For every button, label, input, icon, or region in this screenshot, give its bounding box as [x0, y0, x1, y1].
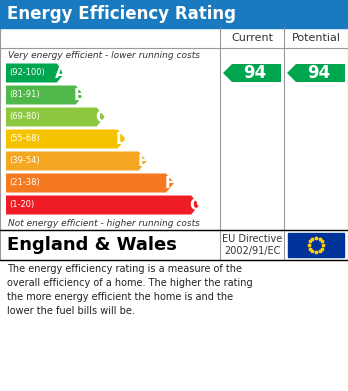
Text: (1-20): (1-20): [9, 201, 34, 210]
Text: (81-91): (81-91): [9, 90, 40, 99]
Text: England & Wales: England & Wales: [7, 236, 177, 254]
Text: (21-38): (21-38): [9, 179, 40, 188]
Text: D: D: [116, 131, 128, 147]
Text: Energy Efficiency Rating: Energy Efficiency Rating: [7, 5, 236, 23]
Polygon shape: [6, 174, 174, 192]
Text: B: B: [74, 88, 86, 102]
Text: E: E: [137, 154, 148, 169]
Text: Current: Current: [231, 33, 273, 43]
Polygon shape: [287, 64, 345, 82]
Bar: [0, 0, 348, 28]
Text: C: C: [95, 109, 106, 124]
Text: (39-54): (39-54): [9, 156, 40, 165]
Text: (55-68): (55-68): [9, 135, 40, 143]
Text: A: A: [55, 66, 67, 81]
Text: EU Directive
2002/91/EC: EU Directive 2002/91/EC: [222, 234, 282, 256]
Bar: [0, 28, 348, 260]
Text: F: F: [165, 176, 175, 190]
Text: (92-100): (92-100): [9, 68, 45, 77]
Bar: [288, 233, 344, 257]
Text: Potential: Potential: [292, 33, 340, 43]
Text: G: G: [189, 197, 201, 212]
Text: 94: 94: [307, 64, 330, 82]
Polygon shape: [6, 86, 84, 104]
Polygon shape: [223, 64, 281, 82]
Text: 94: 94: [243, 64, 266, 82]
Text: The energy efficiency rating is a measure of the
overall efficiency of a home. T: The energy efficiency rating is a measur…: [7, 264, 253, 316]
Polygon shape: [6, 151, 147, 170]
Polygon shape: [6, 129, 126, 149]
Text: Not energy efficient - higher running costs: Not energy efficient - higher running co…: [8, 219, 200, 228]
Polygon shape: [6, 196, 199, 215]
Text: (69-80): (69-80): [9, 113, 40, 122]
Polygon shape: [6, 63, 65, 83]
Polygon shape: [6, 108, 105, 127]
Text: Very energy efficient - lower running costs: Very energy efficient - lower running co…: [8, 50, 200, 59]
